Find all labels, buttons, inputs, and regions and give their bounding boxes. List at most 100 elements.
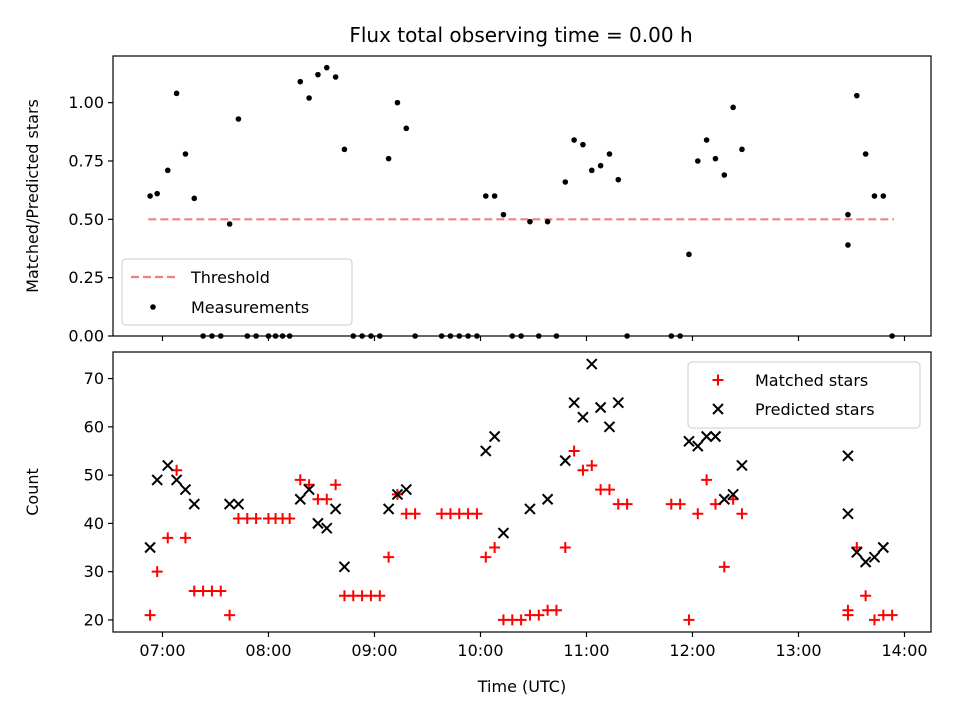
measurement-point xyxy=(606,151,613,157)
series-matched-stars xyxy=(144,445,898,626)
chart-title: Flux total observing time = 0.00 h xyxy=(349,23,692,47)
matched-point xyxy=(162,532,174,544)
predicted-point xyxy=(144,541,156,554)
measurement-point xyxy=(862,151,869,157)
predicted-point xyxy=(736,459,748,472)
legend-threshold-label: Threshold xyxy=(190,268,270,287)
measurement-point xyxy=(845,211,851,218)
predicted-point xyxy=(577,411,589,423)
x-axis-label: Time (UTC) xyxy=(477,677,566,696)
measurement-point xyxy=(712,155,719,162)
legend-predicted-label: Predicted stars xyxy=(755,400,875,419)
measurement-point xyxy=(562,179,569,185)
measurement-point xyxy=(853,92,860,99)
measurement-point xyxy=(235,116,242,122)
matched-point xyxy=(577,464,589,476)
measurement-point xyxy=(871,193,878,199)
predicted-point xyxy=(312,517,324,530)
predicted-point xyxy=(877,541,890,554)
predicted-point xyxy=(188,498,200,510)
matched-point xyxy=(330,479,342,491)
matched-point xyxy=(321,493,333,505)
legend-box xyxy=(121,258,353,326)
measurement-point xyxy=(686,251,692,258)
measurement-point xyxy=(173,90,180,97)
matched-point xyxy=(674,498,686,510)
matched-point xyxy=(471,508,483,520)
matched-point xyxy=(860,590,872,602)
top-panel: 0.00 0.25 0.50 0.75 1.00 Matched/Predicted st… xyxy=(23,55,932,346)
measurement-point xyxy=(154,190,160,197)
measurement-point xyxy=(323,64,330,71)
x-tick-label: 08:00 xyxy=(245,641,291,660)
y-tick-label: 40 xyxy=(84,514,104,533)
matched-point xyxy=(683,614,695,626)
predicted-point xyxy=(842,508,854,520)
predicted-point xyxy=(232,498,245,510)
measurement-point xyxy=(703,137,710,143)
predicted-point xyxy=(700,430,713,443)
measurement-point xyxy=(147,193,153,199)
matched-point xyxy=(515,614,527,626)
y-tick-label: 70 xyxy=(84,369,104,388)
measurement-point xyxy=(315,71,321,78)
y-axis-label: Matched/Predicted stars xyxy=(23,99,42,293)
measurement-point xyxy=(880,193,887,199)
matched-point xyxy=(215,585,227,597)
measurement-point xyxy=(588,167,595,174)
y-tick-label: 30 xyxy=(84,562,104,581)
y-tick-label: 0.25 xyxy=(68,268,104,287)
legend-measurement-label: Measurements xyxy=(191,298,309,317)
predicted-point xyxy=(223,498,236,510)
x-tick-label: 13:00 xyxy=(775,641,821,660)
y-tick-label: 50 xyxy=(84,466,104,485)
measurement-point xyxy=(385,155,392,162)
matched-point xyxy=(383,551,395,563)
predicted-point xyxy=(851,546,863,559)
predicted-point xyxy=(709,430,722,443)
measurement-point xyxy=(491,193,498,199)
matched-point xyxy=(151,566,163,578)
predicted-point xyxy=(497,527,510,539)
measurement-point xyxy=(182,151,189,157)
measurement-point xyxy=(482,193,489,199)
predicted-point xyxy=(151,474,163,486)
matched-point xyxy=(144,609,156,621)
measurement-point xyxy=(597,162,604,169)
measurement-point xyxy=(332,74,339,80)
predicted-point xyxy=(480,445,492,457)
matched-point xyxy=(489,542,501,554)
measurement-point xyxy=(226,221,233,227)
x-tick-label: 10:00 xyxy=(457,641,503,660)
measurement-point xyxy=(500,211,507,218)
predicted-point xyxy=(400,483,412,496)
legend-box xyxy=(687,361,921,429)
predicted-point xyxy=(683,435,695,448)
x-tick-label: 12:00 xyxy=(669,641,715,660)
matched-point xyxy=(409,508,421,520)
y-tick-label: 1.00 xyxy=(68,93,104,112)
measurement-point xyxy=(164,167,171,174)
matched-point xyxy=(550,604,562,616)
series-predicted-stars xyxy=(144,358,890,573)
measurement-point xyxy=(730,104,736,111)
measurement-point xyxy=(527,218,533,225)
matched-point xyxy=(533,609,545,621)
predicted-point xyxy=(612,396,624,409)
predicted-point xyxy=(524,503,536,515)
y-tick-label: 0.50 xyxy=(68,210,104,229)
matched-point xyxy=(603,484,615,496)
predicted-point xyxy=(718,493,730,505)
x-tick-label: 11:00 xyxy=(563,641,609,660)
measurement-point xyxy=(544,218,551,225)
y-tick-label: 0.00 xyxy=(68,327,104,346)
matched-point xyxy=(179,532,191,544)
measurement-point xyxy=(403,125,410,132)
measurement-point xyxy=(341,146,348,153)
matched-point xyxy=(692,508,704,520)
matched-point xyxy=(621,498,633,510)
bottom-panel: 07:00 08:00 09:00 10:00 11:00 12:00 13:00 14:00… xyxy=(23,351,932,696)
measurement-point xyxy=(739,146,745,153)
measurement-point xyxy=(571,137,577,143)
measurement-point xyxy=(694,158,701,164)
